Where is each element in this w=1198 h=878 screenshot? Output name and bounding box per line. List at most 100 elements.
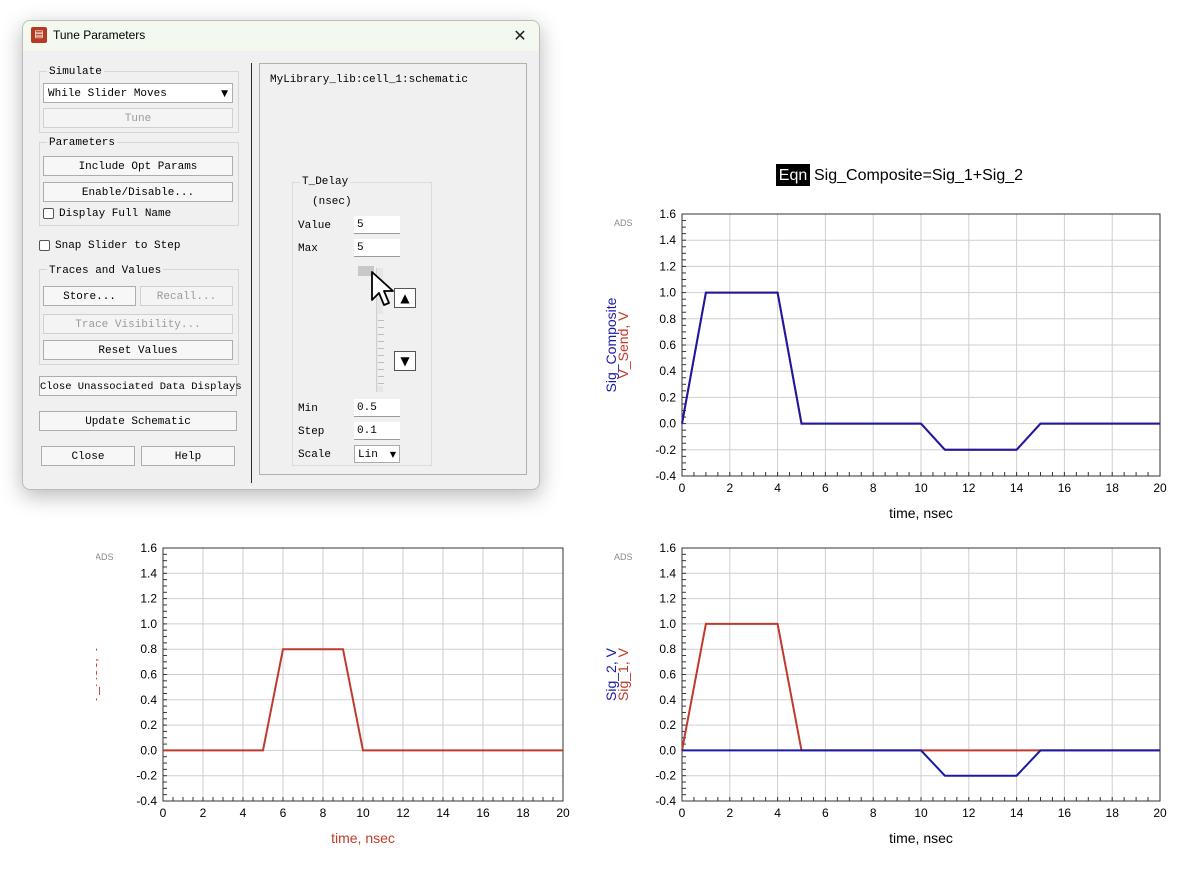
x-tick-label: 8 xyxy=(870,481,877,495)
x-tick-label: 4 xyxy=(774,481,781,495)
y-tick-label: 1.6 xyxy=(659,541,676,555)
y-axis-label: Sig_Composite xyxy=(603,297,619,392)
y-tick-label: 0.8 xyxy=(659,642,676,656)
reset-values-button[interactable]: Reset Values xyxy=(43,340,233,360)
y-tick-label: 1.2 xyxy=(659,259,676,273)
y-tick-label: 0.2 xyxy=(659,718,676,732)
y-tick-label: 0.0 xyxy=(140,743,157,757)
x-tick-label: 10 xyxy=(914,481,928,495)
x-tick-label: 10 xyxy=(914,806,928,820)
min-label: Min xyxy=(298,403,318,415)
x-tick-label: 18 xyxy=(1106,806,1120,820)
y-tick-label: 0.6 xyxy=(659,338,676,352)
y-tick-label: 0.2 xyxy=(659,390,676,404)
update-schematic-button[interactable]: Update Schematic xyxy=(39,411,237,431)
y-tick-label: -0.4 xyxy=(136,794,157,808)
ads-watermark: ADS xyxy=(614,552,633,562)
x-tick-label: 14 xyxy=(436,806,450,820)
plot-frame xyxy=(162,547,564,802)
x-tick-label: 20 xyxy=(1153,806,1167,820)
title-bar[interactable]: ▤ Tune Parameters ✕ xyxy=(23,21,539,51)
x-tick-label: 14 xyxy=(1010,481,1024,495)
simulate-mode-value: While Slider Moves xyxy=(48,88,167,100)
help-button[interactable]: Help xyxy=(141,446,235,466)
trace-visibility-button[interactable]: Trace Visibility... xyxy=(43,314,233,334)
y-tick-label: 0.2 xyxy=(140,718,157,732)
y-tick-label: 1.2 xyxy=(140,592,157,606)
y-tick-label: -0.2 xyxy=(655,769,676,783)
x-tick-label: 12 xyxy=(396,806,410,820)
y-tick-label: -0.2 xyxy=(136,769,157,783)
series-line-v-rec xyxy=(163,648,563,752)
series-line-sig-composite xyxy=(681,291,1160,451)
simulate-group-label: Simulate xyxy=(47,66,104,78)
recall-button[interactable]: Recall... xyxy=(140,286,233,306)
traces-values-group-label: Traces and Values xyxy=(47,265,164,277)
simulate-group xyxy=(39,71,239,133)
value-field[interactable]: 5 xyxy=(354,216,400,234)
x-axis-label: time, nsec xyxy=(331,830,395,846)
chart-title: Sig_Composite=Sig_1+Sig_2 xyxy=(814,167,1023,184)
tune-button[interactable]: Tune xyxy=(43,108,233,128)
snap-slider-label: Snap Slider to Step xyxy=(55,240,181,252)
param-unit: (nsec) xyxy=(312,196,352,208)
y-tick-label: -0.2 xyxy=(655,443,676,457)
y-tick-label: 0.4 xyxy=(659,693,676,707)
close-unassociated-button[interactable]: Close Unassociated Data Displays xyxy=(39,376,242,396)
parameters-group xyxy=(39,142,239,226)
x-tick-label: 20 xyxy=(1153,481,1167,495)
x-tick-label: 2 xyxy=(200,806,207,820)
y-axis-label: Sig_2, V xyxy=(603,647,619,701)
mouse-pointer-icon xyxy=(371,271,394,306)
y-tick-label: 0.8 xyxy=(659,312,676,326)
scale-label: Scale xyxy=(298,449,332,461)
enable-disable-button[interactable]: Enable/Disable... xyxy=(43,182,233,202)
max-field[interactable]: 5 xyxy=(354,239,400,257)
x-tick-label: 0 xyxy=(679,481,686,495)
min-field[interactable]: 0.5 xyxy=(354,399,400,417)
y-tick-label: -0.4 xyxy=(655,794,676,808)
param-name: T_Delay xyxy=(300,176,351,188)
close-button[interactable]: Close xyxy=(41,446,135,466)
x-tick-label: 20 xyxy=(556,806,570,820)
y-tick-label: 0.0 xyxy=(659,417,676,431)
x-tick-label: 0 xyxy=(679,806,686,820)
parameters-group-label: Parameters xyxy=(47,137,118,149)
ads-app-icon: ▤ xyxy=(31,27,47,43)
simulate-mode-select[interactable]: While Slider Moves ▼ xyxy=(43,83,233,103)
y-tick-label: -0.4 xyxy=(655,469,676,483)
store-button[interactable]: Store... xyxy=(43,286,136,306)
plot-frame xyxy=(681,547,1161,802)
display-full-name-label: Display Full Name xyxy=(59,208,172,220)
arrow-up-icon[interactable]: ▲ xyxy=(394,288,416,308)
y-tick-label: 1.0 xyxy=(659,617,676,631)
chevron-down-icon: ▼ xyxy=(221,89,228,99)
x-tick-label: 6 xyxy=(822,806,829,820)
y-tick-label: 1.4 xyxy=(659,566,676,580)
x-tick-label: 6 xyxy=(280,806,287,820)
y-axis-label: V_Rec, V xyxy=(96,644,100,704)
composite-chart: Eqn Sig_Composite=Sig_1+Sig_2 ADS 0 2 4 6 8 10 12… xyxy=(603,164,1167,521)
slider-ticks xyxy=(378,314,384,386)
y-axis-label: V_Send, V xyxy=(615,311,631,379)
panel-separator[interactable] xyxy=(251,63,252,483)
snap-slider-checkbox[interactable] xyxy=(39,240,50,251)
chevron-down-icon: ▼ xyxy=(389,450,396,459)
display-full-name-checkbox[interactable] xyxy=(43,208,54,219)
x-tick-label: 16 xyxy=(476,806,490,820)
x-tick-label: 0 xyxy=(160,806,167,820)
include-opt-params-button[interactable]: Include Opt Params xyxy=(43,156,233,176)
arrow-down-icon[interactable]: ▼ xyxy=(394,351,416,371)
x-tick-label: 16 xyxy=(1058,481,1072,495)
scale-select[interactable]: Lin ▼ xyxy=(354,445,400,463)
x-tick-label: 6 xyxy=(822,481,829,495)
x-tick-label: 2 xyxy=(726,481,733,495)
slider-thumb[interactable] xyxy=(358,266,374,276)
step-field[interactable]: 0.1 xyxy=(354,422,400,440)
plot-frame xyxy=(681,213,1161,477)
close-icon[interactable]: ✕ xyxy=(513,26,527,45)
x-axis-label: time, nsec xyxy=(889,830,953,846)
y-tick-label: 1.2 xyxy=(659,592,676,606)
step-label: Step xyxy=(298,426,325,438)
y-tick-label: 1.6 xyxy=(140,541,157,555)
